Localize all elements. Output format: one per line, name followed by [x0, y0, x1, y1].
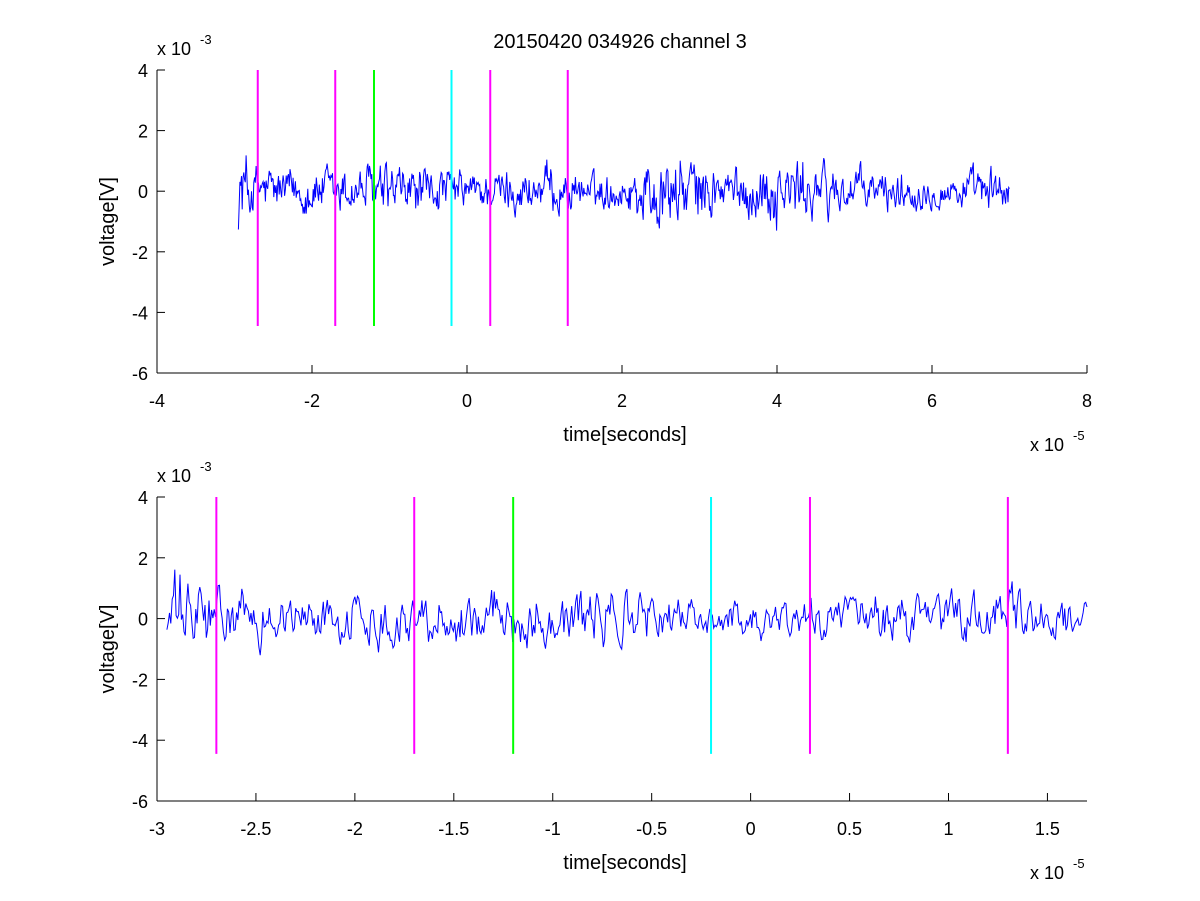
plot-bottom: -3 -2.5 -2 -1.5 -1 -0.5 0 0.5 1 1.5 -6 -4 -2 0 2 4 time[…: [97, 459, 1088, 883]
x-tick-label: 8: [1082, 391, 1092, 411]
x-tick-label: -1: [545, 819, 561, 839]
signal-trace: [237, 155, 1010, 231]
x-axis-label: time[seconds]: [563, 852, 686, 874]
y-tick-label: -6: [132, 792, 148, 812]
x-tick-label: -0.5: [636, 819, 667, 839]
x-tick-label: 0: [746, 819, 756, 839]
y-tick-label: -4: [132, 303, 148, 323]
x-tick-label: 1: [943, 819, 953, 839]
y-tick-label: 0: [138, 182, 148, 202]
x-exponent: -5: [1073, 856, 1085, 871]
y-tick-label: -2: [132, 243, 148, 263]
y-tick-label: 2: [138, 549, 148, 569]
x-tick-label: -2: [347, 819, 363, 839]
x-tick-label: -3: [149, 819, 165, 839]
y-multiplier: x 10: [157, 466, 191, 486]
y-tick-label: 2: [138, 122, 148, 142]
signal-trace: [166, 569, 1088, 656]
plot-top: -4 -2 0 2 4 6 8-6-4-2024time[seconds]voltage[V…: [97, 32, 1092, 455]
x-tick-label: 0: [462, 391, 472, 411]
x-tick-label: -4: [149, 391, 165, 411]
y-tick-label: 4: [138, 61, 148, 81]
x-tick-label: 2: [617, 391, 627, 411]
x-tick-label: 4: [772, 391, 782, 411]
y-multiplier: x 10: [157, 39, 191, 59]
x-tick-label: 1.5: [1035, 819, 1060, 839]
y-tick-label: -2: [132, 670, 148, 690]
y-tick-label: 4: [138, 488, 148, 508]
y-tick-label: 0: [138, 610, 148, 630]
y-exponent: -3: [200, 32, 212, 47]
x-multiplier: x 10: [1030, 863, 1064, 883]
x-multiplier: x 10: [1030, 435, 1064, 455]
x-tick-label: -2.5: [240, 819, 271, 839]
x-axis-label: time[seconds]: [563, 424, 686, 446]
x-tick-label: 6: [927, 391, 937, 411]
x-tick-label: 0.5: [837, 819, 862, 839]
y-axis-label: voltage[V]: [97, 177, 119, 266]
x-exponent: -5: [1073, 428, 1085, 443]
y-tick-label: -4: [132, 731, 148, 751]
y-tick-label: -6: [132, 364, 148, 384]
figure-title: 20150420 034926 channel 3: [493, 31, 747, 53]
x-tick-label: -1.5: [438, 819, 469, 839]
x-tick-label: -2: [304, 391, 320, 411]
y-exponent: -3: [200, 459, 212, 474]
y-axis-label: voltage[V]: [97, 605, 119, 694]
